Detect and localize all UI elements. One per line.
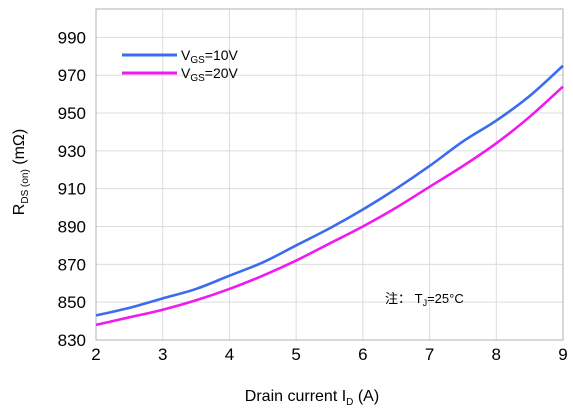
y-tick-990: 990 (58, 28, 86, 47)
y-tick-850: 850 (58, 293, 86, 312)
x-tick-labels: 2 3 4 5 6 7 8 9 (91, 345, 567, 364)
y-tick-870: 870 (58, 255, 86, 274)
x-tick-4: 4 (225, 345, 234, 364)
y-axis-label-sub: DS (on) (20, 169, 31, 203)
y-tick-830: 830 (58, 331, 86, 350)
y-tick-970: 970 (58, 66, 86, 85)
y-tick-910: 910 (58, 180, 86, 199)
legend-vgs10-tail: =10V (205, 47, 239, 63)
y-axis-label-main: R (11, 204, 28, 216)
legend-vgs20-main: V (181, 65, 191, 81)
y-axis-label-tail: (mΩ) (11, 129, 28, 169)
plot-frame (95, 8, 564, 341)
x-axis-label-tail: (A) (353, 388, 379, 405)
legend-vgs10-main: V (181, 47, 191, 63)
x-tick-6: 6 (358, 345, 367, 364)
legend-vgs20-tail: =20V (205, 65, 239, 81)
legend-label-vgs20: VGS=20V (181, 65, 239, 84)
note-tail: =25°C (427, 291, 464, 306)
series-line-vgs10 (95, 64, 564, 317)
x-axis-label: Drain current ID (A) (245, 388, 379, 408)
x-tick-5: 5 (291, 345, 300, 364)
temperature-note: 注： TJ=25°C (385, 291, 464, 308)
grid-lines (95, 9, 564, 341)
y-tick-890: 890 (58, 218, 86, 237)
x-tick-3: 3 (158, 345, 167, 364)
y-tick-labels: 830 850 870 890 910 930 950 970 990 (58, 28, 86, 350)
x-axis-label-sub: D (346, 397, 353, 408)
note-prefix: 注： T (385, 291, 423, 306)
y-axis-label: RDS (on) (mΩ) (11, 129, 31, 215)
y-tick-930: 930 (58, 142, 86, 161)
x-axis-label-main: Drain current I (245, 388, 346, 405)
series-line-vgs20 (95, 85, 564, 327)
x-tick-2: 2 (91, 345, 100, 364)
series-layer (95, 64, 564, 327)
y-tick-950: 950 (58, 104, 86, 123)
x-tick-7: 7 (425, 345, 434, 364)
legend-vgs20-sub: GS (190, 73, 205, 84)
legend-label-vgs10: VGS=10V (181, 47, 239, 66)
legend-vgs10-sub: GS (190, 55, 205, 66)
legend: VGS=10V VGS=20V (122, 47, 239, 84)
x-tick-9: 9 (558, 345, 567, 364)
note-sub: J (423, 298, 428, 308)
plot-border (95, 8, 564, 341)
x-tick-8: 8 (492, 345, 501, 364)
